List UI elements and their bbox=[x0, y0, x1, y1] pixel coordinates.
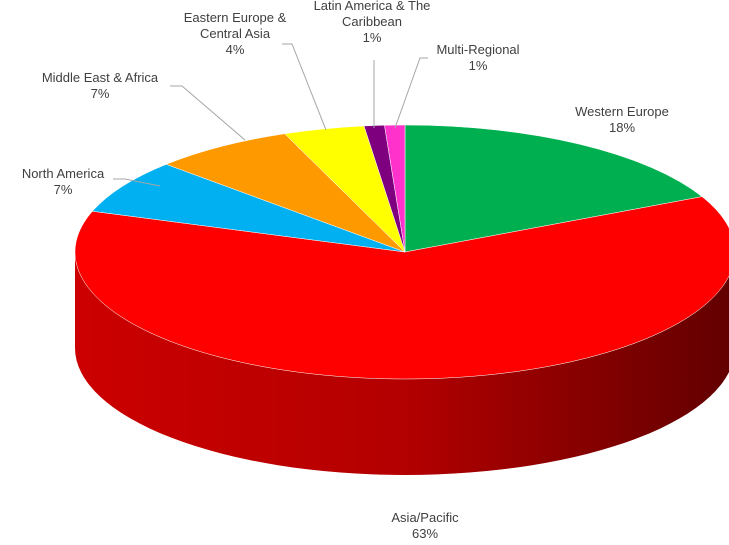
category-label: Western Europe bbox=[575, 104, 669, 119]
slice-side bbox=[75, 252, 729, 475]
data-label: North America 7% bbox=[3, 166, 123, 198]
data-label: Latin America & The Caribbean 1% bbox=[297, 0, 447, 46]
data-label: Western Europe 18% bbox=[552, 104, 692, 136]
leader-line bbox=[282, 43, 327, 131]
pie-slice bbox=[74, 196, 729, 380]
category-label: Middle East & Africa bbox=[41, 70, 159, 85]
leader-line bbox=[113, 178, 161, 187]
value-label: 7% bbox=[90, 86, 110, 101]
value-label: 18% bbox=[608, 120, 636, 135]
category-label: Eastern Europe & Central Asia bbox=[183, 10, 287, 41]
value-label: 1% bbox=[362, 30, 382, 45]
value-label: 4% bbox=[225, 42, 245, 57]
leader-line bbox=[394, 57, 428, 129]
data-label: Middle East & Africa 7% bbox=[20, 70, 180, 102]
data-label: Eastern Europe & Central Asia 4% bbox=[173, 10, 298, 58]
value-label: 63% bbox=[411, 526, 439, 541]
pie-slice bbox=[165, 133, 406, 253]
category-label: Multi-Regional bbox=[436, 42, 520, 57]
pie-slice bbox=[404, 124, 703, 253]
leader-line bbox=[170, 85, 246, 141]
value-label: 7% bbox=[53, 182, 73, 197]
data-label: Multi-Regional 1% bbox=[418, 42, 538, 74]
pie-slice bbox=[91, 164, 406, 253]
category-label: Latin America & The Caribbean bbox=[313, 0, 431, 29]
data-label: Asia/Pacific 63% bbox=[355, 510, 495, 542]
category-label: Asia/Pacific bbox=[391, 510, 459, 525]
pie-slice bbox=[384, 124, 406, 253]
value-label: 1% bbox=[468, 58, 488, 73]
category-label: North America bbox=[21, 166, 105, 181]
